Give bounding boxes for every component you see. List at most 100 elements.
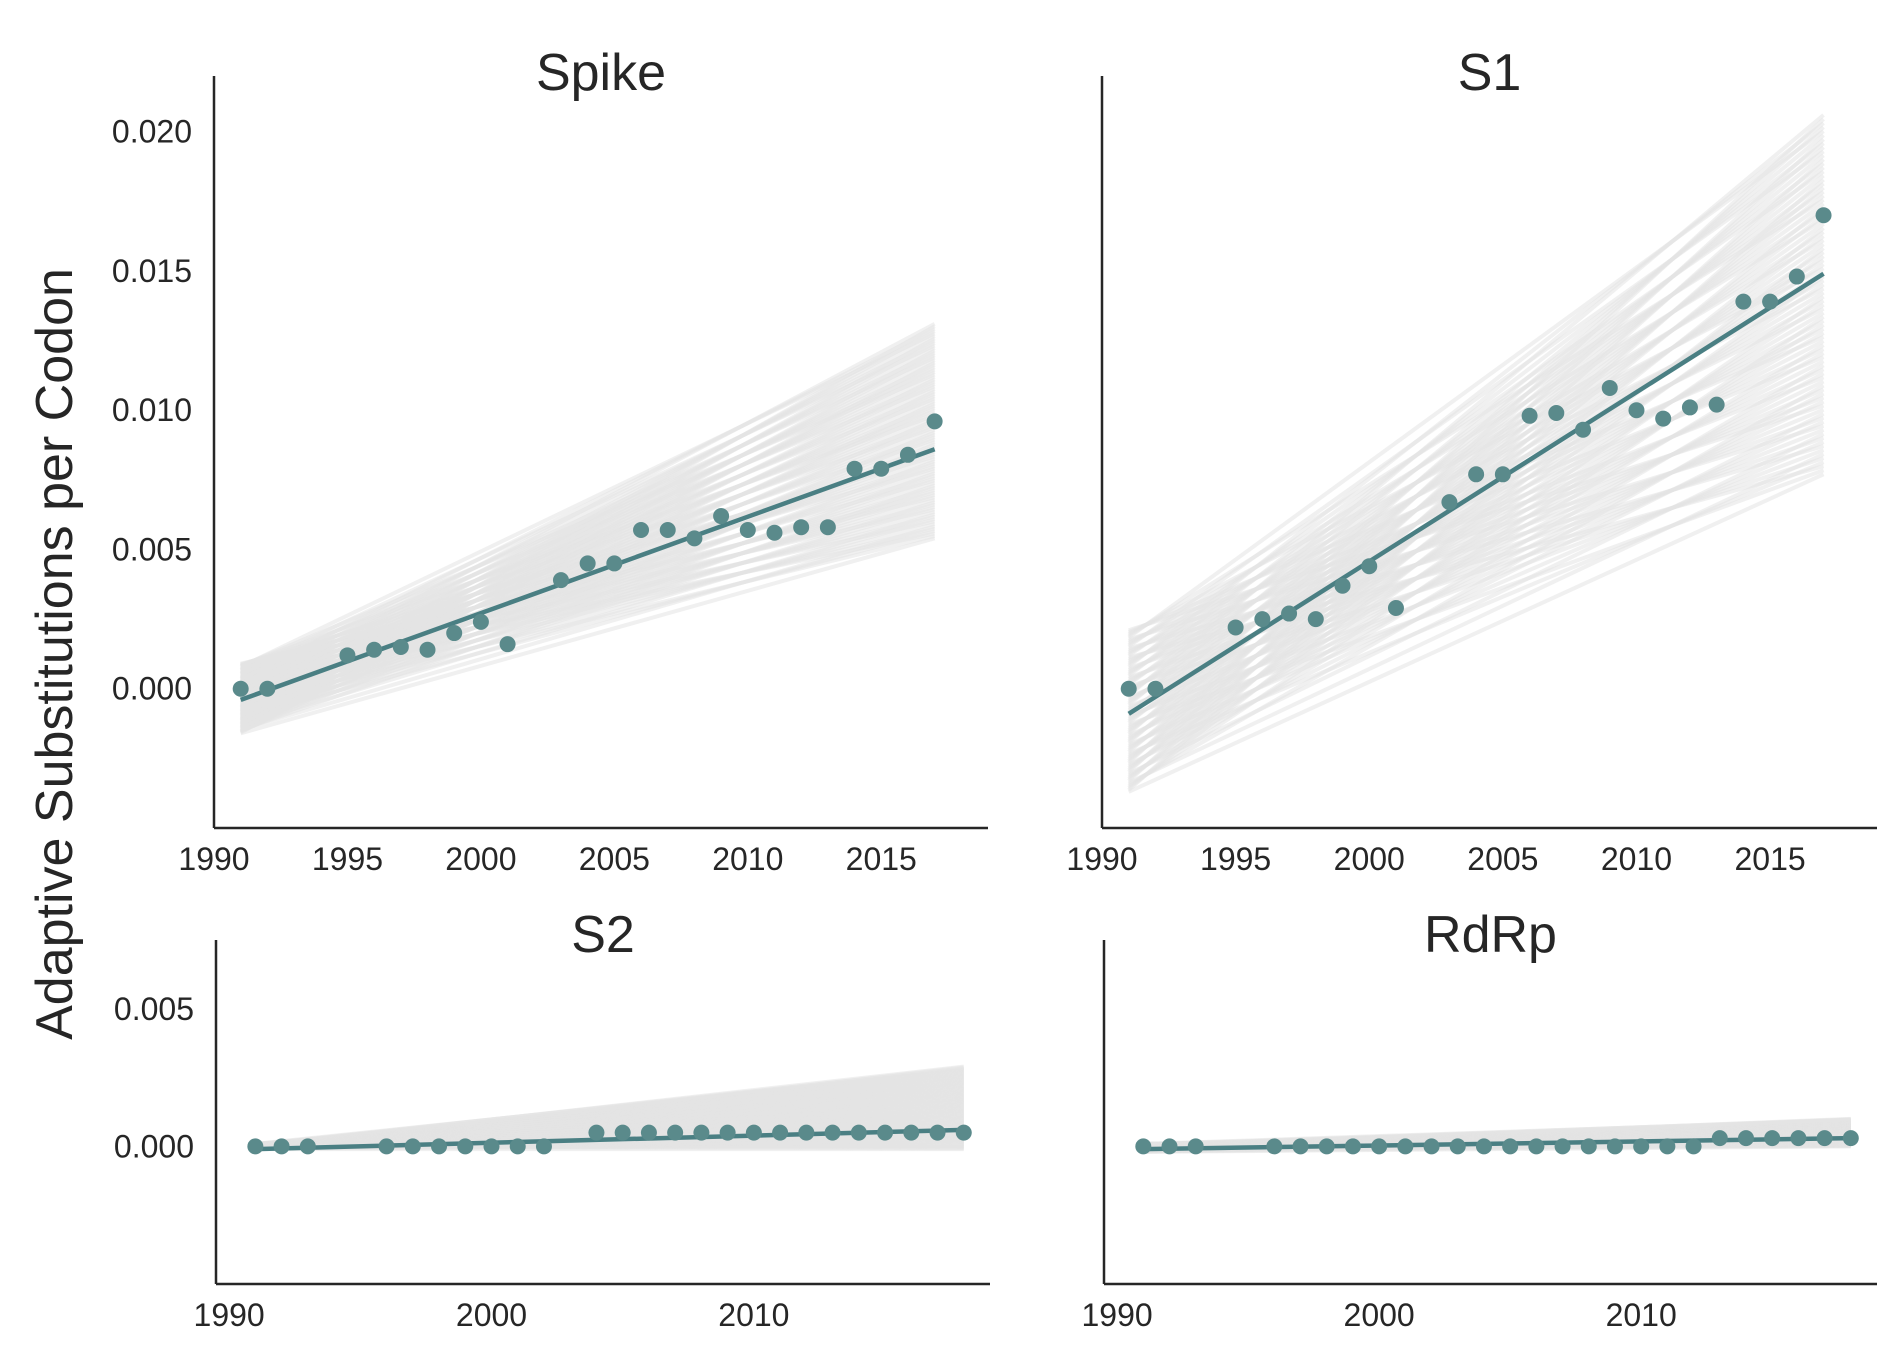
data-point xyxy=(1120,680,1137,697)
regression-line xyxy=(255,1127,964,1152)
data-point xyxy=(1659,1138,1676,1155)
x-tick-label: 1995 xyxy=(1200,841,1271,877)
data-point xyxy=(392,638,409,655)
bootstrap-line xyxy=(1127,178,1825,792)
data-point xyxy=(1601,379,1618,396)
data-point xyxy=(1344,1138,1361,1155)
bootstrap-line xyxy=(239,322,936,694)
data-point xyxy=(1633,1138,1650,1155)
y-tick-label: 0.015 xyxy=(112,253,192,289)
bootstrap-line xyxy=(239,360,936,735)
data-point xyxy=(232,680,249,697)
data-point xyxy=(819,519,836,536)
data-point xyxy=(766,524,783,541)
data-point xyxy=(259,680,276,697)
data-point xyxy=(1147,680,1164,697)
bootstrap-line xyxy=(1127,452,1825,785)
x-tick-label: 2015 xyxy=(1735,841,1806,877)
data-point xyxy=(1628,402,1645,419)
data-point xyxy=(431,1138,448,1155)
y-tick-label: 0.005 xyxy=(114,991,194,1027)
data-point xyxy=(1842,1130,1859,1147)
data-point xyxy=(1334,577,1351,594)
data-point xyxy=(299,1138,316,1155)
data-point xyxy=(1494,466,1511,483)
data-point xyxy=(1790,1130,1807,1147)
data-point xyxy=(877,1124,894,1141)
bootstrap-line xyxy=(1127,117,1825,765)
data-point xyxy=(1397,1138,1414,1155)
data-point xyxy=(1161,1138,1178,1155)
x-tick-label: 2005 xyxy=(1467,841,1538,877)
data-point xyxy=(1371,1138,1388,1155)
data-point xyxy=(1423,1138,1440,1155)
data-point xyxy=(472,613,489,630)
x-tick-label: 2010 xyxy=(718,1297,789,1333)
data-point xyxy=(686,530,703,547)
data-point xyxy=(446,625,463,642)
data-point xyxy=(1708,396,1725,413)
data-point xyxy=(873,460,890,477)
data-point xyxy=(1816,1130,1833,1147)
panel-s1: S1 1990 1995 2000 2005 2010 2015 xyxy=(1066,44,1877,877)
data-point xyxy=(846,460,863,477)
bootstrap-line xyxy=(239,348,936,731)
x-tick-label: 1990 xyxy=(178,841,249,877)
data-point xyxy=(1502,1138,1519,1155)
data-point xyxy=(1764,1130,1781,1147)
data-point xyxy=(1528,1138,1545,1155)
data-point xyxy=(1387,599,1404,616)
data-point xyxy=(1292,1138,1309,1155)
bootstrap-line xyxy=(1127,383,1825,787)
panel-title: S2 xyxy=(571,906,635,964)
x-tick-label: 2000 xyxy=(1344,1297,1415,1333)
x-tick-label: 2010 xyxy=(1601,841,1672,877)
panel-title: S1 xyxy=(1458,44,1522,102)
y-axis-label: Adaptive Substitutions per Codon xyxy=(26,268,84,1040)
data-point xyxy=(366,641,383,658)
bootstrap-lines xyxy=(1127,113,1825,794)
bootstrap-line xyxy=(240,536,936,736)
x-tick-label: 2015 xyxy=(846,841,917,877)
data-point xyxy=(1281,605,1298,622)
data-point xyxy=(483,1138,500,1155)
bootstrap-lines xyxy=(255,1064,964,1152)
data-point xyxy=(1735,293,1752,310)
data-point xyxy=(1361,558,1378,575)
data-point xyxy=(739,521,756,538)
data-point xyxy=(1737,1130,1754,1147)
data-point xyxy=(404,1138,421,1155)
data-point xyxy=(1655,410,1672,427)
bootstrap-line xyxy=(240,483,936,733)
bootstrap-line xyxy=(1127,472,1825,794)
y-tick-label: 0.020 xyxy=(112,114,192,150)
bootstrap-line xyxy=(1127,315,1825,789)
data-point xyxy=(1762,293,1779,310)
data-point xyxy=(719,1124,736,1141)
bootstrap-line xyxy=(239,324,936,723)
data-point xyxy=(1606,1138,1623,1155)
bootstrap-line xyxy=(1143,1116,1851,1149)
y-tick-label: 0.005 xyxy=(112,531,192,567)
panel-spike: Spike 1990 1995 2000 2005 2010 2015 0.000 0.005 0… xyxy=(112,44,988,877)
x-tick-label: 2010 xyxy=(1606,1297,1677,1333)
bootstrap-line xyxy=(255,1064,964,1148)
data-point xyxy=(1468,466,1485,483)
data-point xyxy=(713,508,730,525)
data-point xyxy=(633,521,650,538)
data-point xyxy=(579,555,596,572)
data-point xyxy=(509,1138,526,1155)
data-point xyxy=(1788,268,1805,285)
bootstrap-line xyxy=(1127,246,1825,790)
y-tick-label: 0.010 xyxy=(112,392,192,428)
data-point xyxy=(1449,1138,1466,1155)
data-point xyxy=(926,413,943,430)
bootstrap-line xyxy=(240,524,936,732)
data-point xyxy=(929,1124,946,1141)
data-point xyxy=(1266,1138,1283,1155)
data-point xyxy=(1227,619,1244,636)
x-tick-label: 2005 xyxy=(579,841,650,877)
data-point xyxy=(614,1124,631,1141)
y-tick-label: 0.000 xyxy=(112,671,192,707)
